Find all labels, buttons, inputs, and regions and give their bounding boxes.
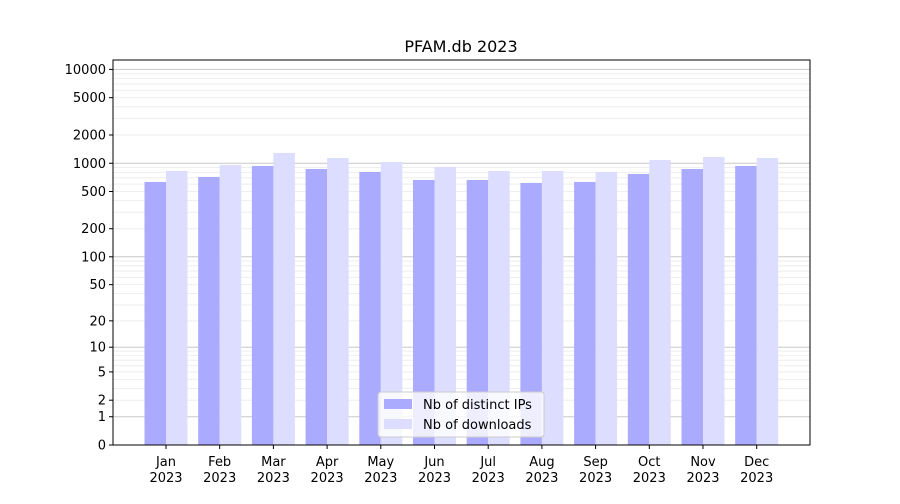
bar-distinct-ips [735,165,757,445]
bar-downloads [434,166,456,446]
x-tick-label: Jan [155,455,176,470]
x-tick-label: Mar [261,455,286,470]
bar-downloads [380,161,403,445]
y-tick-label: 1 [98,410,106,425]
bar-distinct-ips [359,171,381,445]
x-tick-label: Aug [529,455,554,470]
y-tick-label: 10000 [65,63,106,78]
x-tick-label: 2023 [257,471,290,486]
x-tick-label: 2023 [525,471,558,486]
x-tick-label: May [367,455,394,470]
chart-title: PFAM.db 2023 [404,37,517,56]
x-tick-label: 2023 [633,471,666,486]
plot-frame [112,59,811,446]
y-tick-label: 50 [89,278,106,293]
bar-distinct-ips [251,165,274,445]
y-tick-label: 1000 [73,157,106,172]
bar-downloads [756,157,779,445]
y-tick-label: 5 [98,365,106,380]
legend-box [377,391,545,438]
bar-downloads [541,170,564,445]
x-tick-label: Oct [638,455,660,470]
y-tick-label: 100 [81,250,106,265]
legend-label: Nb of distinct IPs [423,398,532,413]
y-tick-label: 2000 [73,129,106,144]
legend-swatch [384,419,412,429]
bar-downloads [166,170,188,445]
x-tick-label: 2023 [472,471,505,486]
x-tick-label: 2023 [364,471,397,486]
bar-downloads [595,171,618,445]
x-tick-label: Apr [316,455,339,470]
x-tick-label: 2023 [311,471,344,486]
x-tick-label: 2023 [579,471,612,486]
y-tick-label: 500 [81,185,106,200]
bar-downloads [649,159,671,445]
x-tick-label: 2023 [686,471,719,486]
y-tick-label: 5000 [73,91,106,106]
x-tick-label: 2023 [418,471,451,486]
bar-distinct-ips [305,168,328,446]
bar-downloads [488,170,510,445]
x-tick-label: Sep [583,455,608,470]
bar-distinct-ips [574,181,596,446]
x-tick-label: 2023 [203,471,236,486]
x-tick-label: Feb [208,455,231,470]
x-tick-label: Jun [423,455,444,470]
x-tick-label: 2023 [149,471,182,486]
y-tick-label: 0 [98,439,106,454]
y-tick-label: 10 [89,341,106,356]
x-tick-label: Nov [690,455,716,470]
bar-downloads [219,164,242,446]
bar-distinct-ips [144,181,166,446]
y-tick-label: 20 [89,314,106,329]
bar-downloads [327,157,349,445]
y-tick-label: 200 [81,222,106,237]
x-tick-label: Dec [744,455,769,470]
bar-downloads [703,156,725,446]
bar-distinct-ips [413,179,435,445]
bar-distinct-ips [681,168,703,446]
bar-distinct-ips [520,182,542,445]
legend-swatch [384,399,412,409]
bar-distinct-ips [198,176,220,446]
bar-downloads [273,152,295,445]
bar-distinct-ips [627,173,650,445]
x-tick-label: 2023 [740,471,773,486]
y-tick-label: 2 [98,394,106,409]
x-tick-label: Jul [479,455,496,470]
legend-label: Nb of downloads [423,418,532,433]
bar-distinct-ips [466,179,489,445]
